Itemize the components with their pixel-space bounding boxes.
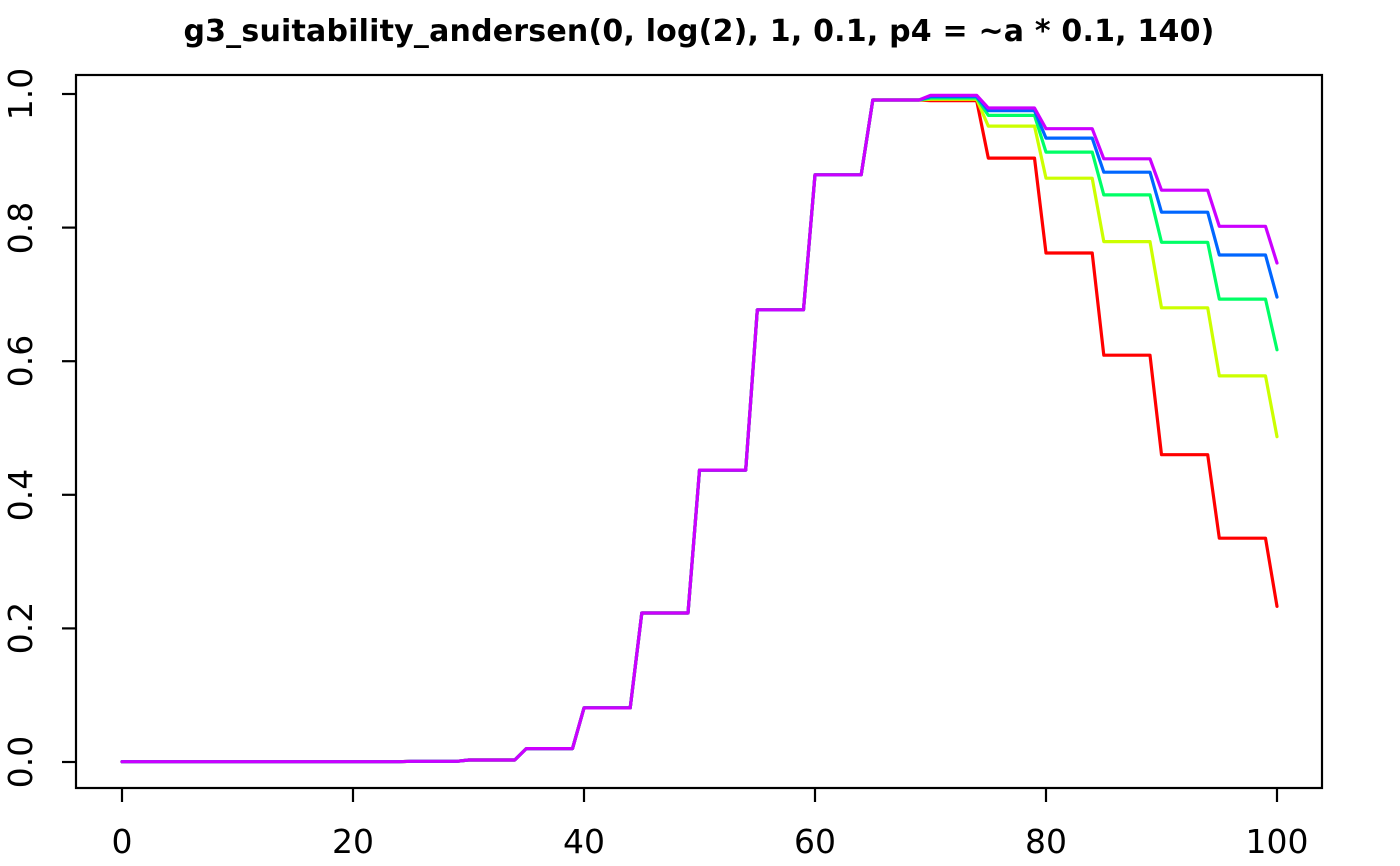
x-tick-label: 60	[794, 822, 836, 861]
series-line-red	[120, 98, 1279, 764]
series-line-yellow-green	[120, 97, 1279, 764]
x-tick-label: 0	[111, 822, 133, 861]
y-tick-label: 1.0	[0, 67, 40, 121]
x-tick-label: 100	[1245, 822, 1309, 861]
plot-title: g3_suitability_andersen(0, log(2), 1, 0.…	[183, 14, 1215, 49]
y-tick-label: 0.8	[0, 201, 40, 254]
x-tick-label: 80	[1025, 822, 1067, 861]
y-tick-label: 0.6	[0, 334, 40, 388]
x-tick-label: 20	[332, 822, 374, 861]
series-line-magenta	[120, 93, 1279, 764]
x-tick-label: 40	[563, 822, 605, 861]
y-tick-label: 0.4	[0, 468, 40, 522]
y-tick-label: 0.0	[0, 735, 40, 789]
series-line-green	[120, 96, 1279, 764]
y-tick-label: 0.2	[0, 602, 40, 655]
plot-box	[74, 73, 1324, 790]
